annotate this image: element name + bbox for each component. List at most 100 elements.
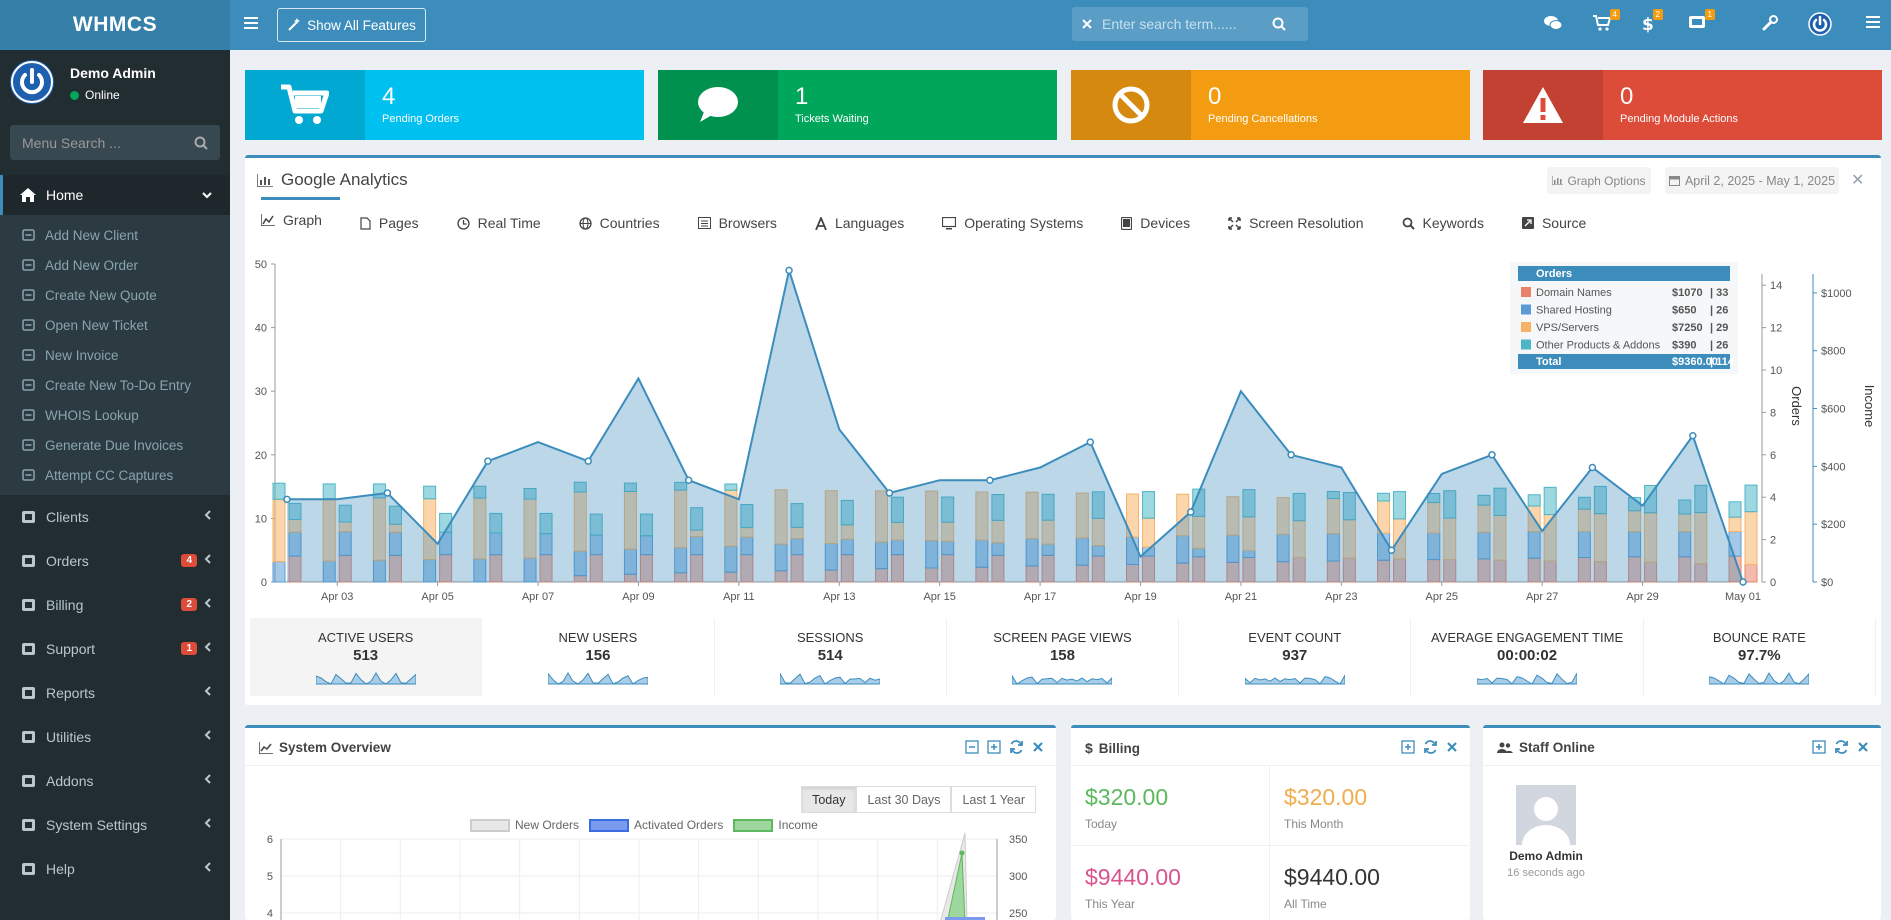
minimize-icon[interactable]	[965, 740, 979, 754]
brand-logo[interactable]: WHMCS	[0, 0, 230, 50]
billing-amount: $320.00	[1085, 784, 1169, 810]
search-icon[interactable]	[194, 136, 208, 150]
order-bar	[690, 507, 704, 531]
tab-real-time[interactable]: Real Time	[456, 203, 559, 243]
submenu-item[interactable]: Open New Ticket	[0, 310, 230, 340]
tab-countries[interactable]: Countries	[579, 203, 678, 243]
tab-graph[interactable]: Graph	[261, 197, 340, 237]
close-icon[interactable]	[1446, 740, 1458, 754]
stat-pending-cancellations[interactable]: 0 Pending Cancellations	[1071, 70, 1470, 140]
cart-icon[interactable]: 4	[1593, 9, 1620, 31]
metric-sparkline	[1012, 674, 1113, 685]
graph-options-button[interactable]: Graph Options	[1547, 167, 1651, 194]
staff-online-panel: Staff Online Demo Admin 16 seconds ago	[1483, 725, 1881, 920]
close-icon[interactable]	[1857, 740, 1869, 754]
metric-label: New Users	[558, 630, 638, 645]
submenu-item[interactable]: New Invoice	[0, 340, 230, 370]
close-icon[interactable]	[1032, 740, 1044, 754]
show-all-features-button[interactable]: Show All Features	[277, 8, 426, 42]
stat-tickets-waiting[interactable]: 1 Tickets Waiting	[658, 70, 1057, 140]
sidebar-item-home[interactable]: Home	[0, 175, 230, 215]
order-bar	[1593, 485, 1607, 515]
expand-icon[interactable]	[1812, 740, 1826, 754]
sidebar-item-utilities[interactable]: Utilities	[0, 715, 230, 759]
orders-legend: Orders Domain Names $1070 | 33 Shared Hostin…	[1510, 262, 1738, 374]
stat-pending-module-actions[interactable]: 0 Pending Module Actions	[1483, 70, 1882, 140]
tab-source[interactable]: Source	[1521, 203, 1604, 243]
close-icon[interactable]	[1082, 19, 1092, 29]
submenu-item[interactable]: Add New Order	[0, 250, 230, 280]
sidebar-item-system-settings[interactable]: System Settings	[0, 803, 230, 847]
y-tick-label: 20	[255, 450, 267, 462]
staff-avatar[interactable]	[1516, 785, 1576, 845]
submenu-item[interactable]: Add New Client	[0, 220, 230, 250]
sidebar-item-support[interactable]: Support 1	[0, 627, 230, 671]
submenu-item[interactable]: Attempt CC Captures	[0, 460, 230, 490]
legend-title: Orders	[1536, 268, 1572, 280]
metric-label: Screen Page Views	[993, 630, 1132, 645]
submenu-item[interactable]: Create New Quote	[0, 280, 230, 310]
chat-icon[interactable]	[1544, 15, 1562, 31]
tab-languages[interactable]: Languages	[815, 203, 922, 243]
submenu-item[interactable]: Generate Due Invoices	[0, 430, 230, 460]
comment-icon	[658, 70, 778, 140]
user-avatar-icon[interactable]	[1808, 12, 1832, 36]
tab-pages[interactable]: Pages	[360, 203, 437, 243]
last-1-year-button[interactable]: Last 1 Year	[951, 786, 1036, 813]
order-bar	[1493, 487, 1507, 516]
tab-devices[interactable]: Devices	[1121, 203, 1208, 243]
ticket-icon[interactable]: 1	[1688, 9, 1715, 29]
stat-pending-orders[interactable]: 4 Pending Orders	[245, 70, 644, 140]
metric-label: Sessions	[796, 630, 864, 645]
refresh-icon[interactable]	[1423, 740, 1438, 754]
legend-label: New Orders	[515, 818, 580, 832]
sidebar-item-help[interactable]: Help	[0, 847, 230, 891]
sidebar-item-billing[interactable]: Billing 2	[0, 583, 230, 627]
refresh-icon[interactable]	[1834, 740, 1849, 754]
date-range-picker[interactable]: April 2, 2025 - May 1, 2025	[1665, 167, 1839, 194]
overview-chart: 6 5 4 350 300 250	[267, 833, 1027, 920]
income-tick-label: $200	[1821, 519, 1845, 531]
legend-swatch	[470, 818, 510, 832]
tab-keywords[interactable]: Keywords	[1402, 203, 1502, 243]
global-search-input[interactable]	[1102, 16, 1262, 32]
last-30-days-button[interactable]: Last 30 Days	[856, 786, 952, 813]
hamburger-icon[interactable]	[244, 16, 260, 30]
billing-label: This Year	[1085, 897, 1136, 911]
menu-search-input[interactable]	[22, 134, 182, 151]
expand-icon[interactable]	[987, 740, 1001, 754]
close-icon[interactable]: ✕	[1851, 172, 1865, 189]
tab-browsers[interactable]: Browsers	[697, 203, 795, 243]
cart-badge: 4	[1609, 9, 1620, 20]
y-tick-label: 10	[255, 513, 267, 525]
clock-icon	[456, 216, 470, 230]
sidebar-badge: 2	[181, 598, 197, 611]
sidebar-item-addons[interactable]: Addons	[0, 759, 230, 803]
dollar-icon[interactable]: $2	[1642, 9, 1663, 33]
sidebar-item-clients[interactable]: Clients	[0, 495, 230, 539]
metric-value: 513	[353, 647, 379, 664]
billing-amount: $9440.00	[1284, 864, 1380, 890]
sidebar-item-label: Addons	[46, 773, 94, 789]
legend-item[interactable]: Activated Orders	[589, 818, 723, 832]
expand-icon[interactable]	[1401, 740, 1415, 754]
submenu-item[interactable]: WHOIS Lookup	[0, 400, 230, 430]
legend-item[interactable]: Income	[733, 818, 818, 832]
refresh-icon[interactable]	[1009, 740, 1024, 754]
stat-label: Tickets Waiting	[795, 113, 869, 125]
submenu-item[interactable]: Create New To-Do Entry	[0, 370, 230, 400]
y-tick-label: 6	[267, 834, 273, 846]
search-icon[interactable]	[1272, 17, 1286, 31]
chevron-left-icon	[204, 510, 212, 520]
file-icon	[20, 349, 36, 361]
order-bar	[1744, 484, 1758, 513]
legend-item[interactable]: New Orders	[470, 818, 579, 832]
tab-screen-resolution[interactable]: Screen Resolution	[1228, 203, 1381, 243]
sidebar-item-orders[interactable]: Orders 4	[0, 539, 230, 583]
today-button[interactable]: Today	[801, 786, 857, 813]
tab-operating-systems[interactable]: Operating Systems	[942, 203, 1101, 243]
wrench-icon[interactable]	[1762, 15, 1778, 31]
menu-toggle-icon[interactable]	[1866, 15, 1880, 29]
sidebar-item-label: Clients	[46, 509, 89, 525]
sidebar-item-reports[interactable]: Reports	[0, 671, 230, 715]
